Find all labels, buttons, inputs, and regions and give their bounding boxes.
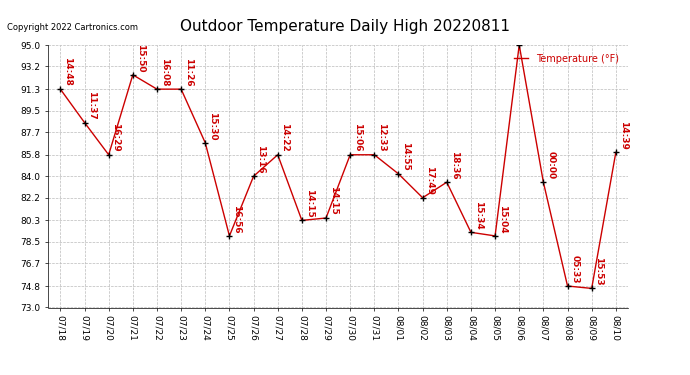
Text: 15:30: 15:30 — [208, 112, 217, 140]
Text: 13:16: 13:16 — [257, 145, 266, 174]
Text: 15:04: 15:04 — [498, 204, 507, 233]
Text: 16:08: 16:08 — [160, 58, 169, 86]
Text: 14:39: 14:39 — [619, 121, 628, 150]
Legend: Temperature (°F): Temperature (°F) — [510, 50, 623, 68]
Text: 17:49: 17:49 — [426, 166, 435, 195]
Text: 15:34: 15:34 — [474, 201, 483, 230]
Text: 11:26: 11:26 — [184, 58, 193, 86]
Text: 18:36: 18:36 — [450, 151, 459, 180]
Text: 14:15: 14:15 — [329, 186, 338, 215]
Text: 05:33: 05:33 — [571, 255, 580, 283]
Text: 15:50: 15:50 — [136, 44, 145, 72]
Text: 14:22: 14:22 — [281, 123, 290, 152]
Text: 16:29: 16:29 — [112, 123, 121, 152]
Text: 15:06: 15:06 — [353, 123, 362, 152]
Text: 00:00: 00:00 — [546, 152, 555, 180]
Text: 11:37: 11:37 — [88, 91, 97, 120]
Text: 16:56: 16:56 — [233, 204, 241, 233]
Text: Copyright 2022 Cartronics.com: Copyright 2022 Cartronics.com — [7, 22, 138, 32]
Text: 12:33: 12:33 — [377, 123, 386, 152]
Text: Outdoor Temperature Daily High 20220811: Outdoor Temperature Daily High 20220811 — [180, 19, 510, 34]
Text: 14:48: 14:48 — [63, 57, 72, 86]
Text: 14:55: 14:55 — [402, 142, 411, 171]
Text: 14:15: 14:15 — [305, 189, 314, 217]
Text: 15:53: 15:53 — [595, 257, 604, 286]
